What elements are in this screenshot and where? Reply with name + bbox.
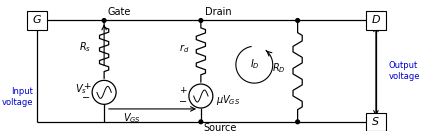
Text: Output
voltage: Output voltage [389, 61, 420, 81]
Text: G: G [32, 15, 41, 26]
Text: $V_s$: $V_s$ [76, 83, 87, 96]
Text: Gate: Gate [108, 7, 131, 17]
FancyBboxPatch shape [366, 11, 386, 30]
FancyBboxPatch shape [366, 113, 386, 131]
Text: −: − [179, 97, 187, 107]
Text: $r_d$: $r_d$ [179, 42, 189, 55]
Circle shape [199, 120, 203, 124]
Text: S: S [372, 117, 379, 127]
Text: +: + [179, 86, 187, 95]
Text: $I_D$: $I_D$ [250, 57, 260, 71]
Text: −: − [82, 93, 90, 103]
Circle shape [102, 19, 106, 22]
Text: D: D [372, 15, 380, 26]
Text: $R_s$: $R_s$ [79, 40, 91, 54]
Text: $V_{GS}$: $V_{GS}$ [122, 111, 141, 125]
Text: $\mu V_{GS}$: $\mu V_{GS}$ [216, 93, 240, 107]
Text: Source: Source [204, 123, 237, 133]
Circle shape [296, 120, 300, 124]
Text: +: + [83, 82, 90, 91]
FancyBboxPatch shape [27, 11, 47, 30]
Text: Input
voltage: Input voltage [2, 87, 33, 107]
Text: Drain: Drain [206, 7, 232, 17]
Circle shape [199, 19, 203, 22]
Text: $R_D$: $R_D$ [272, 62, 286, 75]
Circle shape [296, 19, 300, 22]
